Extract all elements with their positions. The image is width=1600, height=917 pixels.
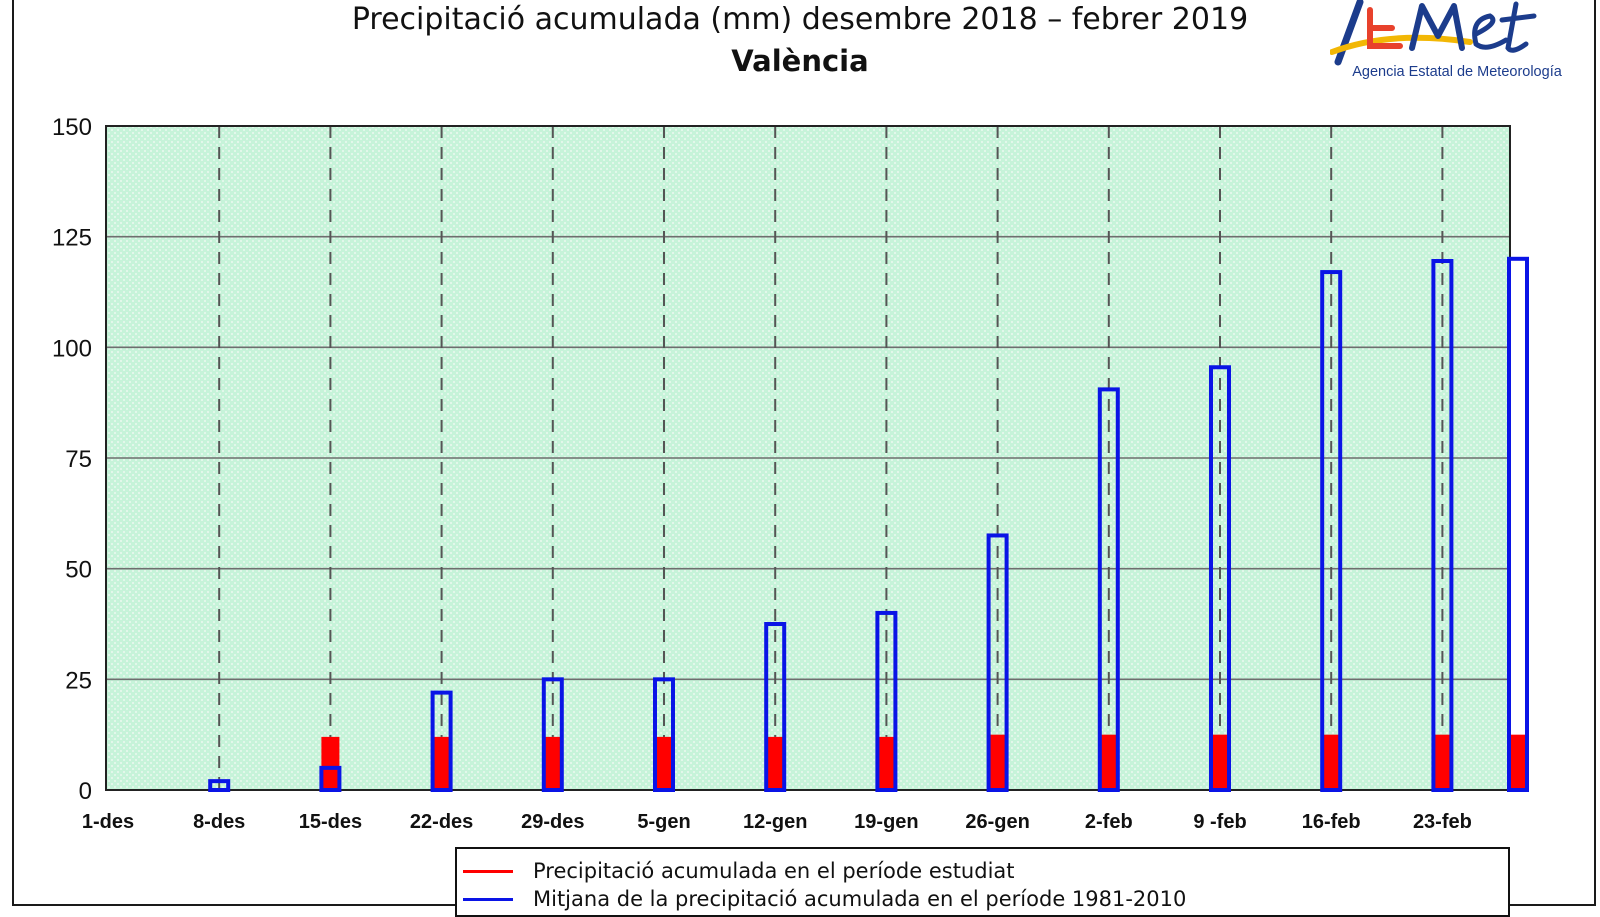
bar-observed <box>655 736 673 790</box>
bar-observed <box>1099 734 1118 790</box>
bar-average <box>764 622 787 792</box>
x-tick-label: 5-gen <box>637 811 690 833</box>
logo-letter-m <box>1409 3 1465 51</box>
y-tick-label: 125 <box>52 225 92 252</box>
logo-letter-e-small <box>1472 13 1509 50</box>
bar-average <box>1097 387 1120 792</box>
bar-average <box>653 677 675 792</box>
bar-average <box>1507 256 1529 792</box>
x-tick-label: 2-feb <box>1085 811 1133 833</box>
logo-yellow-swoosh <box>1330 34 1473 55</box>
chart-subtitle: València <box>731 44 869 78</box>
bar-observed <box>321 736 340 790</box>
logo-letter-a-stroke <box>1334 0 1364 66</box>
x-tick-label: 26-gen <box>965 811 1029 833</box>
bar-average <box>208 779 231 793</box>
legend-label-observed: Precipitació acumulada en el període est… <box>533 859 1015 883</box>
bar-observed <box>766 736 785 790</box>
bar-average <box>1431 259 1454 793</box>
y-tick-label: 75 <box>65 446 92 473</box>
bar-observed <box>1211 734 1229 790</box>
bar-average <box>875 610 898 793</box>
x-tick-label: 1-des <box>82 811 134 833</box>
y-tick-label: 100 <box>52 335 92 362</box>
x-tick-label: 8-des <box>193 811 245 833</box>
y-tick-label: 50 <box>65 557 92 584</box>
x-tick-label: 29-des <box>521 811 584 833</box>
bar-observed <box>1322 734 1341 790</box>
bar-observed <box>543 736 562 790</box>
aemet-logo <box>1330 0 1537 66</box>
bar-observed <box>988 734 1007 790</box>
x-tick-label: 22-des <box>410 811 473 833</box>
bar-average <box>319 765 342 792</box>
logo-letter-e <box>1367 7 1403 49</box>
logo-caption: Agencia Estatal de Meteorología <box>1352 64 1562 80</box>
bar-average <box>430 690 453 793</box>
x-tick-label: 23-feb <box>1413 811 1472 833</box>
bar-average <box>1209 365 1231 792</box>
legend-swatch-observed <box>463 870 513 873</box>
bar-observed <box>1433 734 1452 790</box>
y-tick-label: 150 <box>52 114 92 141</box>
legend-label-average: Mitjana de la precipitació acumulada en … <box>533 887 1187 911</box>
bar-observed <box>432 736 451 790</box>
x-tick-label: 16-feb <box>1302 811 1361 833</box>
bar-average <box>1320 270 1343 792</box>
bar-observed <box>877 736 896 790</box>
chart-legend: Precipitació acumulada en el període est… <box>455 847 1510 917</box>
bar-average <box>541 677 564 792</box>
x-tick-label: 19-gen <box>854 811 918 833</box>
logo-letter-t <box>1499 1 1537 53</box>
bar-observed <box>1509 734 1527 790</box>
bar-average <box>986 533 1009 793</box>
y-tick-label: 25 <box>65 667 92 694</box>
y-tick-label: 0 <box>79 778 92 805</box>
x-tick-label: 9 -feb <box>1193 811 1246 833</box>
x-tick-label: 12-gen <box>743 811 807 833</box>
chart-title: Precipitació acumulada (mm) desembre 201… <box>351 2 1249 37</box>
x-tick-label: 15-des <box>299 811 362 833</box>
